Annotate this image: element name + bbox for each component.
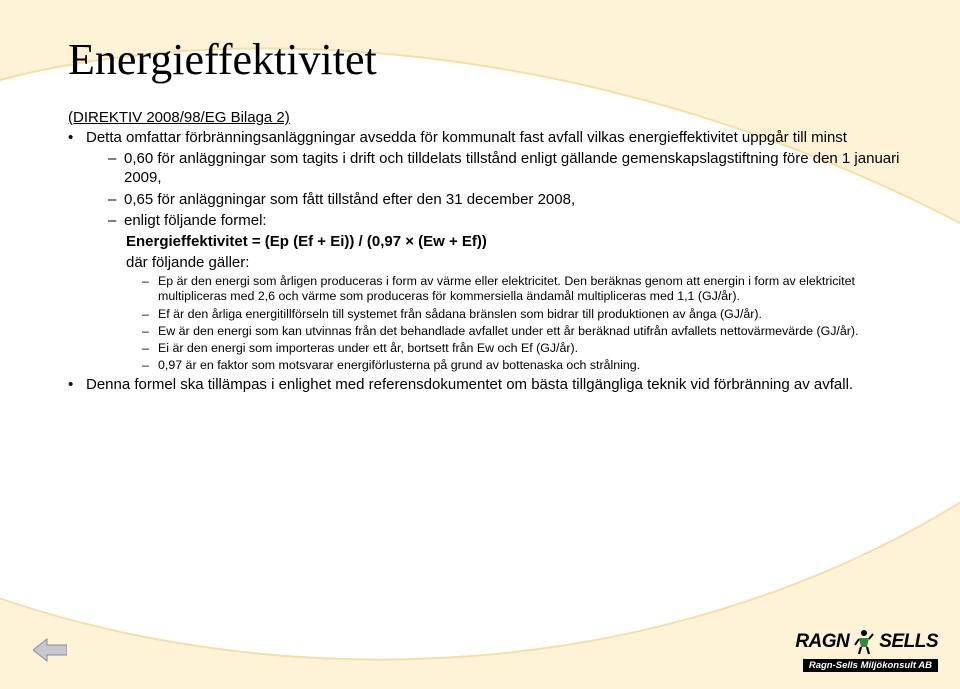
def-item: 0,97 är en faktor som motsvarar energifö… [142,358,912,373]
bullet-item: Detta omfattar förbränningsanläggningar … [68,128,912,373]
def-item: Ef är den årliga energitillförseln till … [142,307,912,322]
where-clause: där följande gäller: [86,253,912,272]
sub-item: 0,65 för anläggningar som fått tillstånd… [108,190,912,209]
def-item: Ep är den energi som årligen produceras … [142,274,912,304]
def-item: Ew är den energi som kan utvinnas från d… [142,324,912,339]
logo-subtitle: Ragn-Sells Miljökonsult AB [803,659,938,672]
content-area: Energieffektivitet (DIREKTIV 2008/98/EG … [0,0,960,406]
sub-item: 0,60 för anläggningar som tagits i drift… [108,149,912,187]
logo-text-right: SELLS [879,631,938,653]
definition-list: Ep är den energi som årligen produceras … [86,274,912,373]
sub-item: enligt följande formel: [108,211,912,230]
page-title: Energieffektivitet [68,34,912,85]
previous-button[interactable] [33,638,67,662]
formula: Energieffektivitet = (Ep (Ef + Ei)) / (0… [86,232,912,251]
sub-list: 0,60 för anläggningar som tagits i drift… [86,149,912,230]
logo-text-left: RAGN [795,631,849,653]
logo-wordmark: RAGN SELLS [795,629,938,655]
bullet-item: Denna formel ska tillämpas i enlighet me… [68,375,912,394]
arrow-left-icon [33,638,67,662]
company-logo: RAGN SELLS Ragn-Sells Miljökonsult AB [795,629,938,673]
logo-figure-icon [853,629,875,655]
def-item: Ei är den energi som importeras under et… [142,341,912,356]
bullet-text: Detta omfattar förbränningsanläggningar … [86,129,847,146]
slide: Energieffektivitet (DIREKTIV 2008/98/EG … [0,0,960,689]
bullet-list: Detta omfattar förbränningsanläggningar … [68,128,912,394]
directive-subtitle: (DIREKTIV 2008/98/EG Bilaga 2) [68,109,912,126]
